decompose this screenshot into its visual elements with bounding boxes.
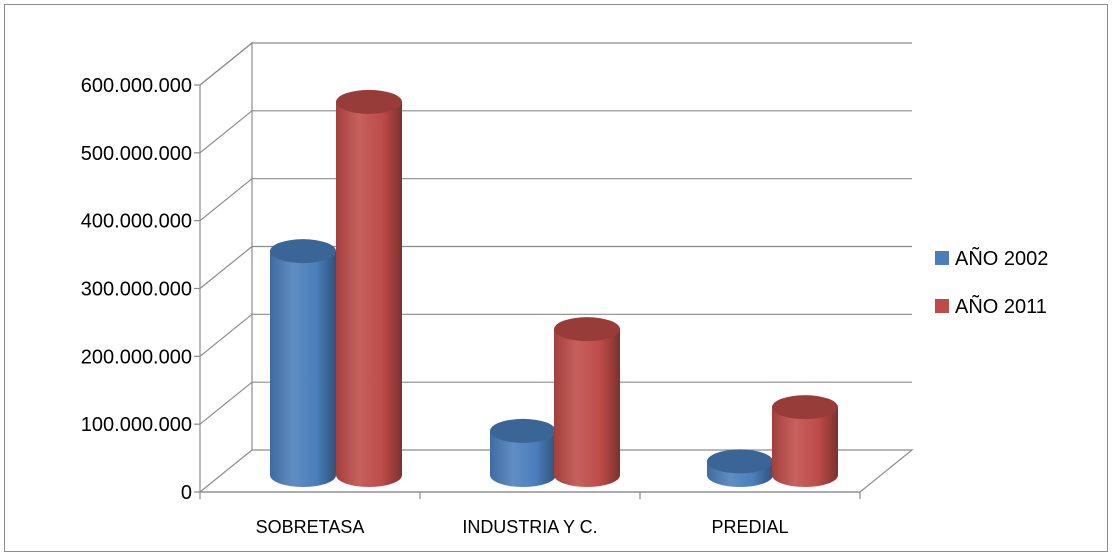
x-tick-label: INDUSTRIA Y C. — [462, 517, 597, 537]
y-axis-ticks: 0 100.000.000 200.000.000 300.000.000 400.00… — [81, 75, 200, 504]
bar-chart: 0 100.000.000 200.000.000 300.000.000 400.00… — [81, 41, 1048, 537]
y-tick-label: 0 — [181, 482, 192, 504]
y-tick-label: 600.000.000 — [81, 75, 192, 97]
gridline — [199, 313, 912, 357]
y-tick-label: 500.000.000 — [81, 143, 192, 165]
bar — [707, 449, 773, 487]
x-axis-labels: SOBRETASA INDUSTRIA Y C. PREDIAL — [256, 517, 789, 537]
bar-body — [772, 407, 838, 487]
y-tick-label: 200.000.000 — [81, 346, 192, 368]
bar-top — [270, 239, 336, 264]
gridline — [199, 245, 912, 289]
y-tick-label: 300.000.000 — [81, 279, 192, 301]
bar-top — [336, 89, 402, 114]
bar — [490, 418, 556, 487]
bar-top — [554, 317, 620, 342]
bar-body — [336, 101, 402, 488]
bar-body — [554, 329, 620, 487]
y-tick-label: 400.000.000 — [81, 211, 192, 233]
bar-body — [490, 430, 556, 487]
x-tick-label: SOBRETASA — [256, 517, 365, 537]
bar-top — [707, 449, 773, 474]
gridline — [199, 110, 912, 154]
gridline — [199, 178, 912, 222]
legend-label: AÑO 2011 — [955, 294, 1047, 318]
bars — [270, 89, 838, 488]
chart-frame: 0 100.000.000 200.000.000 300.000.000 400.00… — [4, 4, 1108, 552]
legend-label: AÑO 2002 — [955, 246, 1048, 270]
gridlines — [199, 42, 912, 425]
bar — [336, 89, 402, 488]
x-tick-label: PREDIAL — [711, 517, 788, 537]
gridline — [199, 42, 912, 86]
gridline — [199, 381, 912, 425]
legend-swatch — [935, 251, 949, 265]
y-tick-label: 100.000.000 — [81, 414, 192, 436]
bar — [270, 239, 336, 487]
bar — [554, 317, 620, 487]
legend: AÑO 2002 AÑO 2011 — [935, 246, 1048, 318]
bar-top — [772, 395, 838, 420]
bar-body — [270, 251, 336, 487]
bar-top — [490, 418, 556, 443]
bar — [772, 395, 838, 487]
legend-swatch — [935, 299, 949, 313]
